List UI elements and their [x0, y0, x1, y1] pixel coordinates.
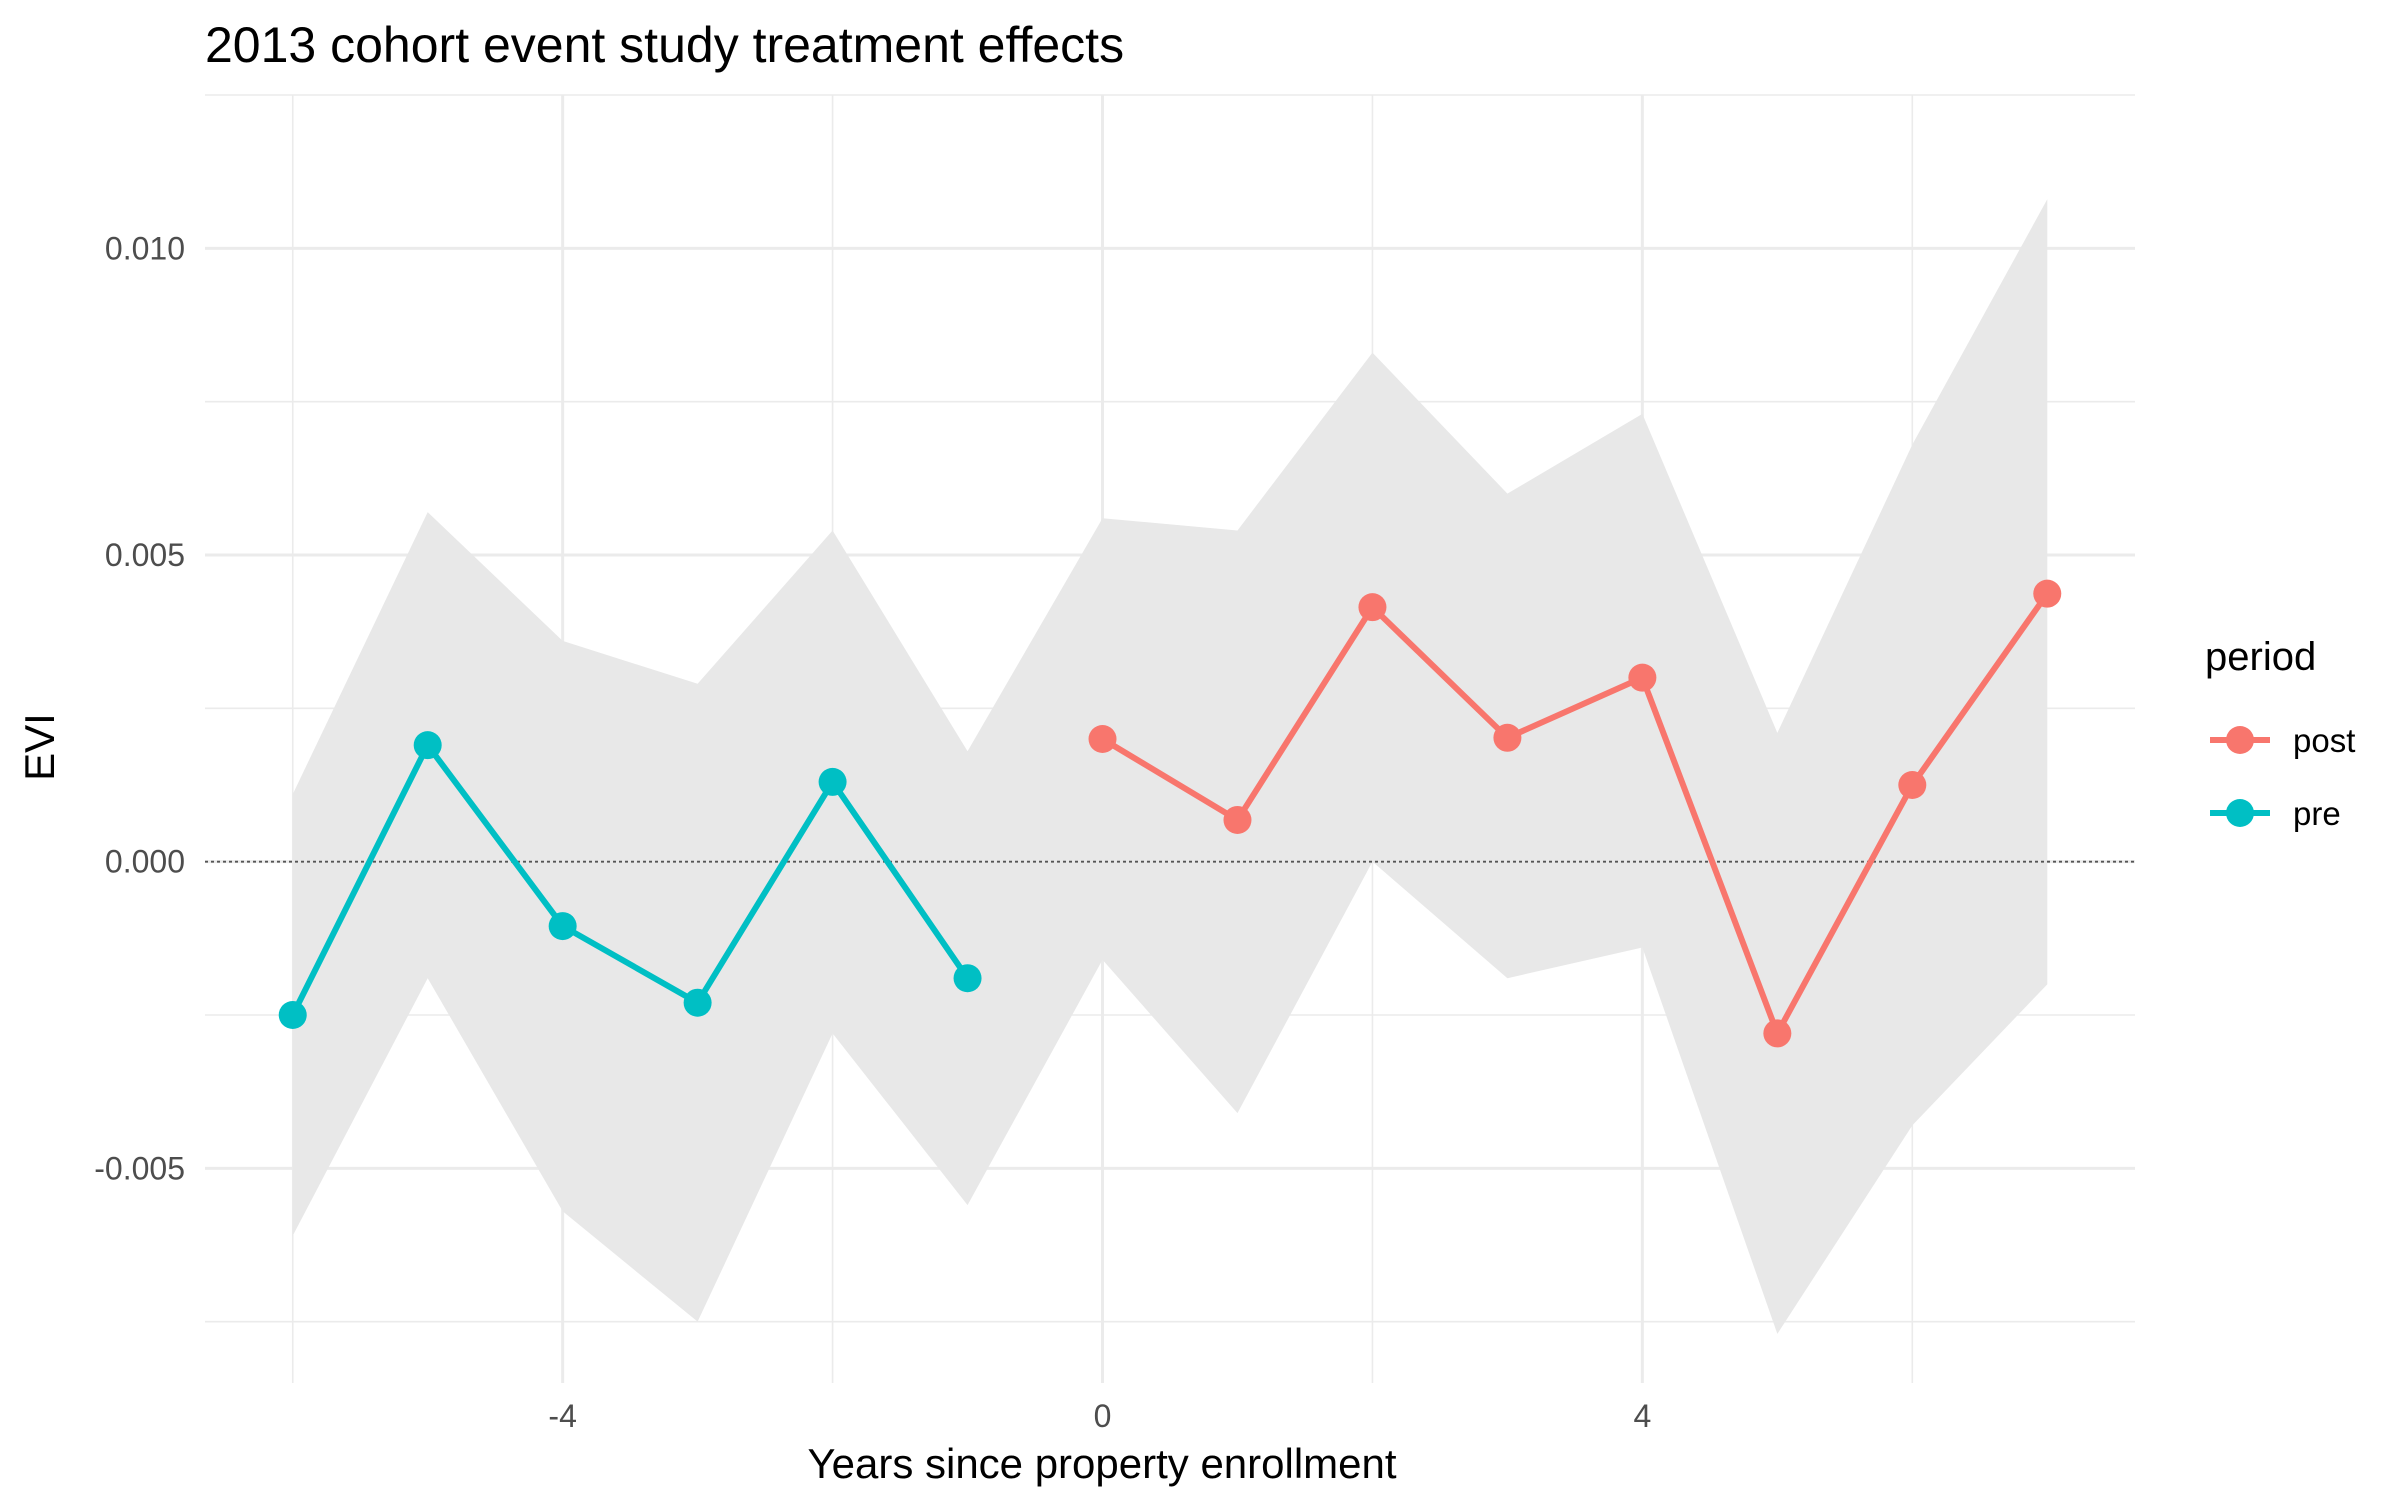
data-point-post: [1763, 1019, 1792, 1048]
x-axis-tick-labels: -4 0 4: [548, 1398, 1651, 1434]
data-point-post: [1088, 725, 1117, 753]
legend-title: period: [2205, 635, 2316, 679]
legend-items: post pre: [2210, 722, 2355, 832]
data-point-post: [2033, 579, 2062, 608]
data-point-post: [1898, 771, 1927, 799]
x-tick-label: -4: [548, 1398, 576, 1434]
legend-label: post: [2293, 722, 2355, 759]
legend-item-post: post: [2210, 722, 2355, 759]
series-post: [1088, 579, 2062, 1048]
y-tick-label: 0.005: [105, 537, 185, 573]
y-axis-tick-labels: -0.005 0.000 0.005 0.010: [94, 230, 185, 1186]
y-tick-label: 0.010: [105, 230, 185, 266]
data-point-post: [1358, 593, 1387, 622]
data-point-pre: [818, 767, 847, 796]
data-point-post: [1223, 805, 1252, 834]
data-point-pre: [683, 988, 712, 1017]
series-pre: [278, 731, 982, 1029]
chart-title: 2013 cohort event study treatment effect…: [205, 17, 1124, 73]
data-point-pre: [413, 731, 442, 760]
x-axis-title: Years since property enrollment: [807, 1440, 1396, 1487]
y-axis-title: EVI: [16, 713, 63, 781]
data-point-pre: [953, 964, 982, 993]
y-tick-label: -0.005: [94, 1150, 185, 1186]
x-tick-label: 0: [1094, 1398, 1112, 1434]
legend: period post pre: [2205, 635, 2355, 832]
x-tick-label: 4: [1633, 1398, 1651, 1434]
data-point-post: [1628, 663, 1657, 692]
data-point-pre: [548, 912, 577, 941]
series-line-pre: [290, 742, 971, 1017]
legend-label: pre: [2293, 795, 2341, 832]
series-line-post: [1100, 591, 2050, 1037]
legend-key-point: [2226, 799, 2254, 827]
legend-item-pre: pre: [2210, 795, 2341, 832]
y-tick-label: 0.000: [105, 844, 185, 880]
data-point-pre: [278, 1001, 307, 1029]
confidence-band: [292, 199, 2048, 1334]
series-layer: [278, 579, 2062, 1048]
data-point-post: [1493, 723, 1522, 752]
legend-key-point: [2226, 726, 2254, 754]
